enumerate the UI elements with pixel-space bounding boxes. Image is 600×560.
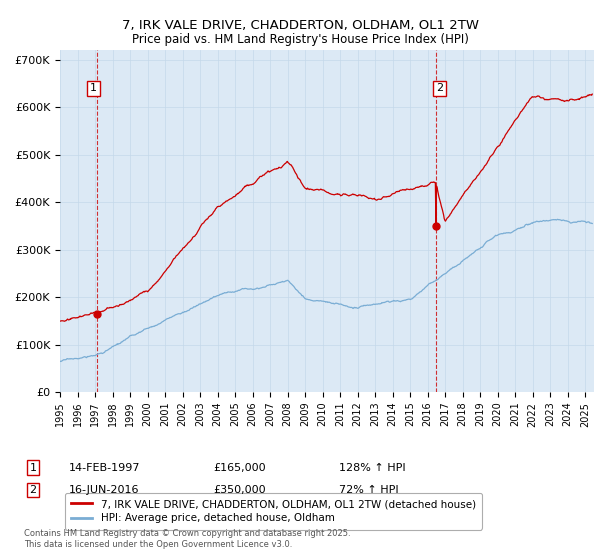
Text: Contains HM Land Registry data © Crown copyright and database right 2025.
This d: Contains HM Land Registry data © Crown c… (24, 529, 350, 549)
Legend: 7, IRK VALE DRIVE, CHADDERTON, OLDHAM, OL1 2TW (detached house), HPI: Average pr: 7, IRK VALE DRIVE, CHADDERTON, OLDHAM, O… (65, 493, 482, 530)
Text: 128% ↑ HPI: 128% ↑ HPI (339, 463, 406, 473)
Text: 7, IRK VALE DRIVE, CHADDERTON, OLDHAM, OL1 2TW: 7, IRK VALE DRIVE, CHADDERTON, OLDHAM, O… (121, 18, 479, 32)
Text: £350,000: £350,000 (213, 485, 266, 495)
Text: 16-JUN-2016: 16-JUN-2016 (69, 485, 139, 495)
Text: Price paid vs. HM Land Registry's House Price Index (HPI): Price paid vs. HM Land Registry's House … (131, 32, 469, 46)
Text: 72% ↑ HPI: 72% ↑ HPI (339, 485, 398, 495)
Text: 1: 1 (29, 463, 37, 473)
Text: 2: 2 (436, 83, 443, 94)
Text: £165,000: £165,000 (213, 463, 266, 473)
Text: 1: 1 (90, 83, 97, 94)
Text: 2: 2 (29, 485, 37, 495)
Text: 14-FEB-1997: 14-FEB-1997 (69, 463, 140, 473)
